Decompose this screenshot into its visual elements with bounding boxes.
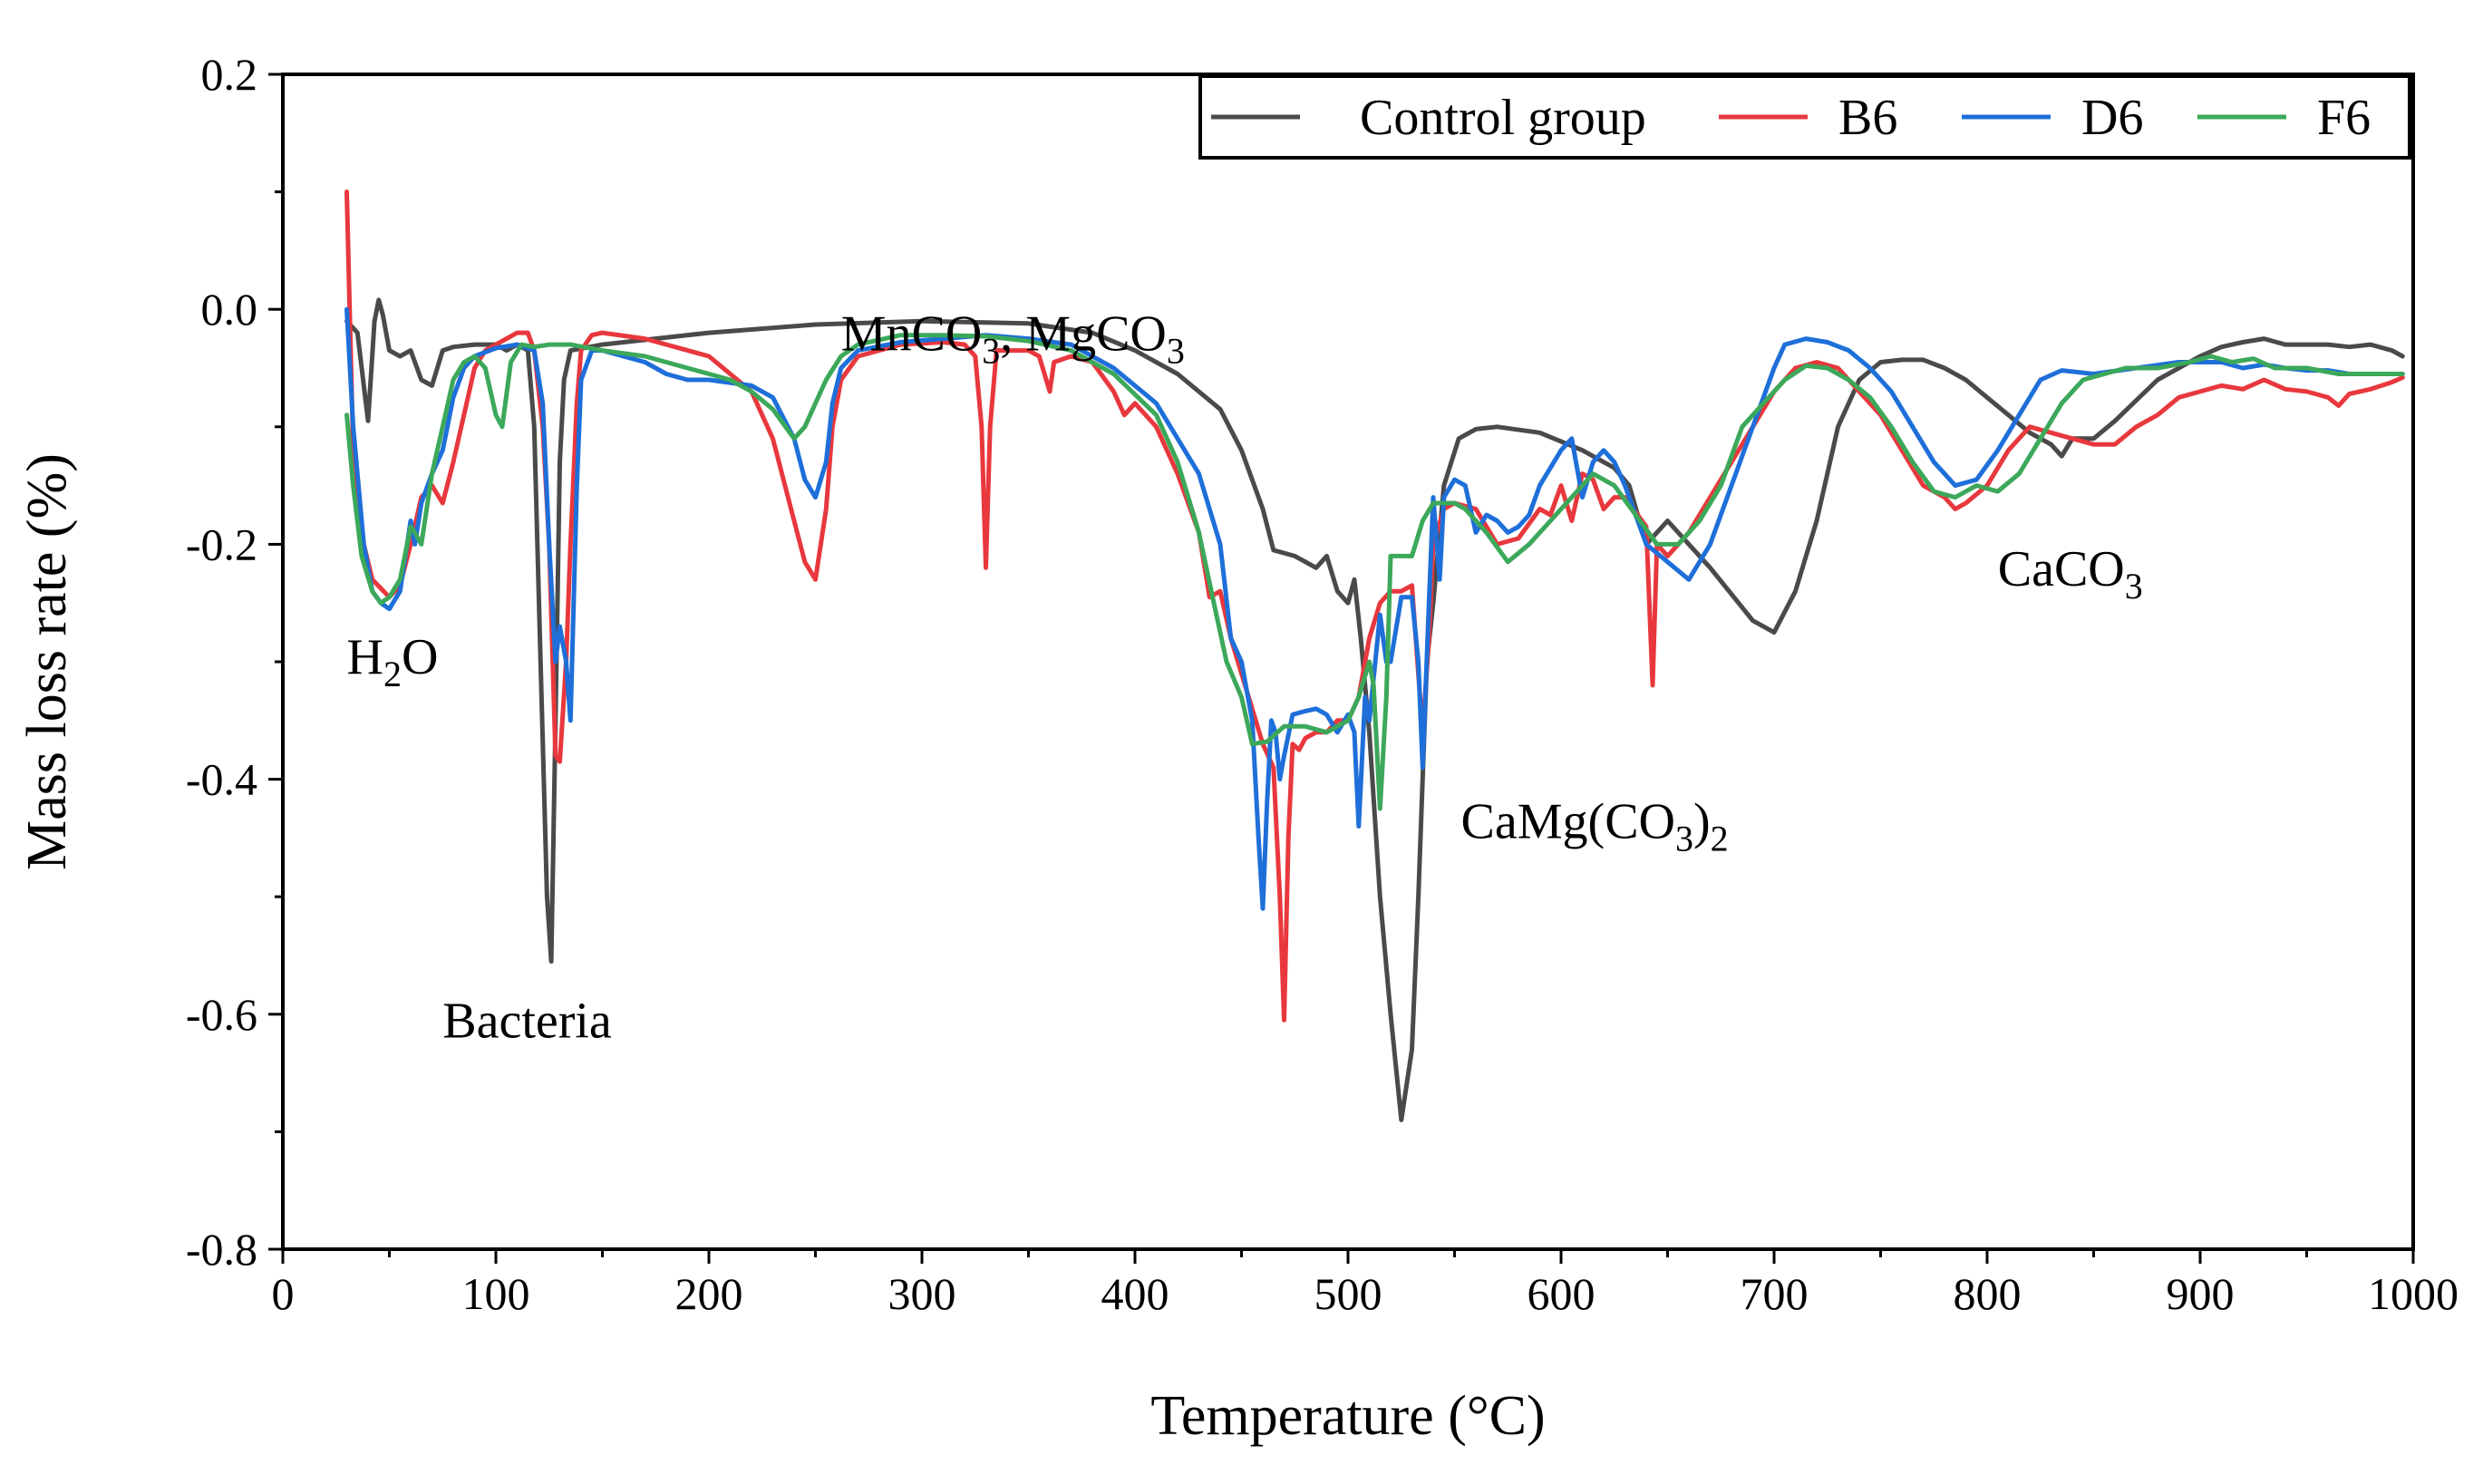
x-tick-label: 300 [888,1268,956,1319]
y-axis-title: Mass loss rate (%) [16,453,78,870]
x-tick-label: 600 [1528,1268,1596,1319]
annotation-mnco3-mgco3: MnCO3, MgCO3 [841,306,1185,372]
annotation-caco3: CaCO3 [1998,541,2143,606]
y-tick-label: -0.4 [186,754,257,805]
y-tick-label: 0.0 [201,284,258,335]
y-tick-label: -0.2 [186,519,257,569]
legend-label-f6: F6 [2317,90,2371,146]
y-axis: -0.8 -0.6 -0.4 -0.2 0.0 0.2 [186,49,283,1275]
x-tick-label: 800 [1954,1268,2022,1319]
legend-label-d6: D6 [2081,90,2143,146]
x-tick-label: 700 [1741,1268,1809,1319]
x-axis-title: Temperature (°C) [1150,1385,1545,1447]
x-tick-label: 1000 [2368,1268,2459,1319]
x-tick-label: 100 [462,1268,530,1319]
x-tick-label: 0 [272,1268,295,1319]
x-tick-label: 200 [675,1268,743,1319]
annotation-h2o: H2O [347,629,439,694]
x-tick-label: 900 [2167,1268,2235,1319]
legend: Control group B6 D6 F6 [1198,74,2411,160]
annotation-camgco32: CaMg(CO3)2 [1461,793,1729,858]
y-tick-label: -0.6 [186,989,257,1040]
annotation-bacteria: Bacteria [442,994,612,1050]
annotations: H2O Bacteria MnCO3, MgCO3 CaMg(CO3)2 CaCO3 [347,306,2143,1050]
x-tick-label: 400 [1101,1268,1169,1319]
x-axis: 0 100 200 300 400 500 600 700 800 900 1000 [272,1249,2459,1319]
legend-label-control-group: Control group [1360,90,1646,146]
y-tick-label: 0.2 [201,49,258,100]
x-tick-label: 500 [1314,1268,1382,1319]
legend-label-b6: B6 [1838,90,1897,146]
series-layer [344,189,2405,1122]
series-line-b6 [344,189,2405,1023]
series-line-f6 [344,333,2405,811]
y-tick-label: -0.8 [186,1224,257,1275]
